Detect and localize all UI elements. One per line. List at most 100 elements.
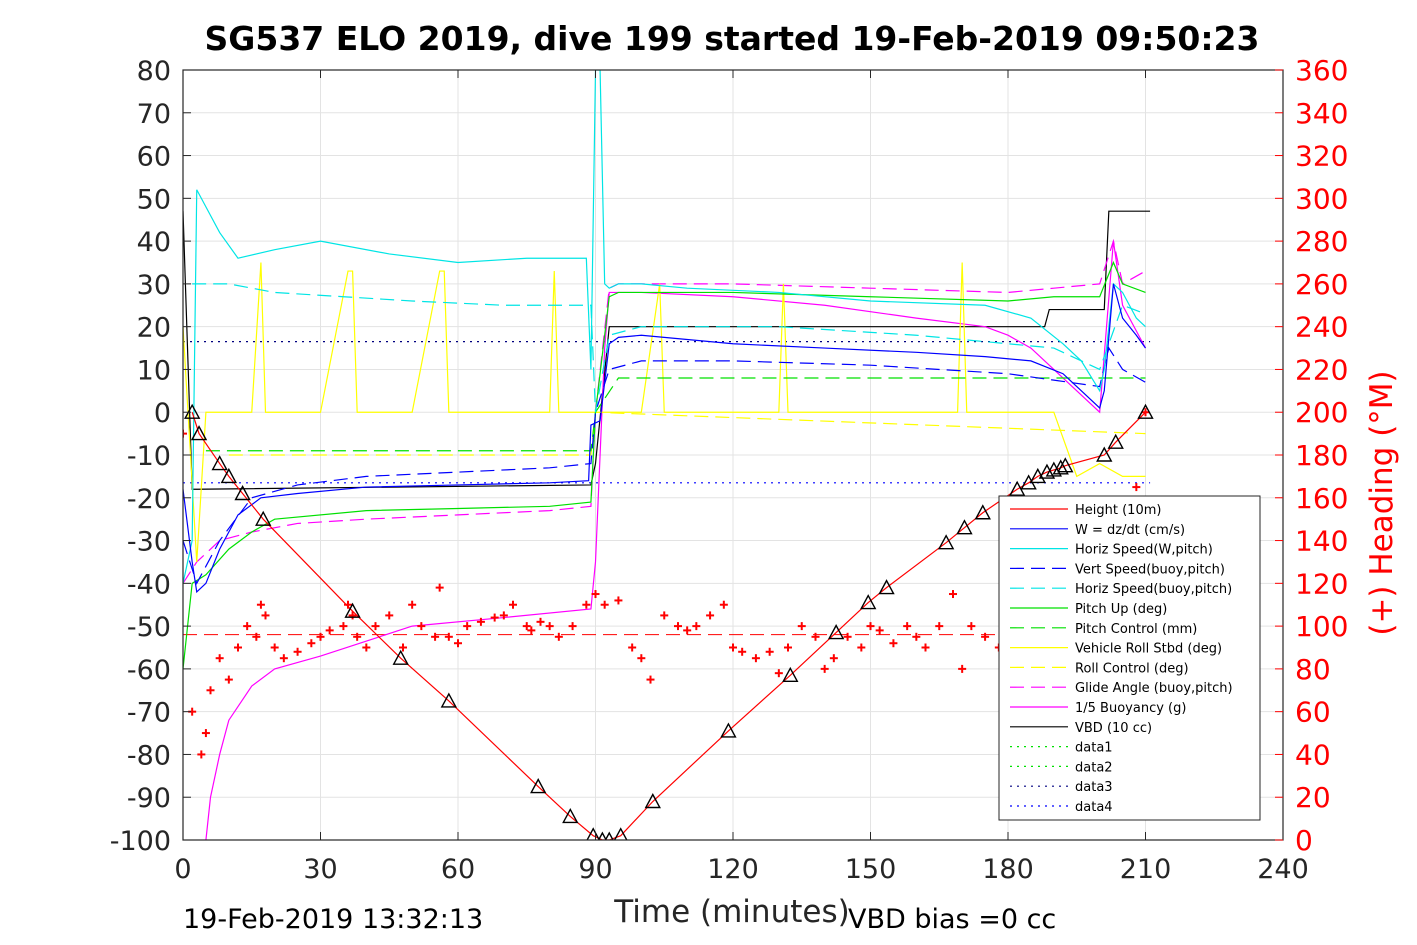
height-point-marker [1052,459,1069,475]
height-point-marker [562,807,579,824]
y-left-tick-label: 20 [137,313,171,344]
heading-point [201,729,210,738]
x-tick-label: 150 [845,854,897,885]
heading-point [307,639,316,648]
heading-point [270,643,279,652]
x-tick-label: 30 [303,854,337,885]
heading-point [866,622,875,631]
height-point-marker [878,579,895,595]
heading-point [554,632,563,641]
series-line-w-dz-dt-cm-s [183,283,1146,594]
heading-point [536,617,545,626]
heading-point [339,622,348,631]
legend-label: Height (10m) [1075,503,1161,518]
legend-label: Horiz Speed(W,pitch) [1075,543,1213,558]
heading-point [545,622,554,631]
heading-point [765,647,774,656]
series-line-vehicle-roll-stbd-deg [183,262,1146,562]
series-line-pitch-up-deg [183,260,1146,669]
y-left-tick-label: -10 [127,441,171,472]
height-point-marker [220,467,238,484]
heading-point [527,626,536,635]
x-tick-label: 0 [174,854,191,885]
heading-point [614,596,623,605]
y-right-tick-label: 360 [1295,54,1348,87]
y-right-tick-label: 140 [1295,525,1348,558]
height-point-marker [255,510,272,526]
height-point-marker [644,793,661,809]
legend-label: data3 [1075,780,1113,795]
heading-point [889,639,898,648]
y-right-tick-label: 0 [1295,824,1313,857]
y-left-tick-label: 70 [137,99,171,130]
heading-point [509,600,517,609]
heading-point [738,647,747,656]
series-line-vbd-10-cc [183,210,1151,490]
legend-label: Vehicle Roll Stbd (deg) [1075,642,1222,657]
heading-point [820,664,829,673]
series-line-horiz-speed-buoy-pitch [192,283,1146,413]
heading-point [417,622,426,631]
x-axis-label: Time (minutes) [613,894,849,930]
height-point-marker [440,692,458,708]
heading-point [637,654,646,663]
y-right-tick-label: 340 [1295,97,1348,130]
y-left-tick-label: 40 [137,227,171,258]
heading-point [293,647,302,656]
heading-point [719,600,728,609]
height-point-marker [1057,457,1074,473]
legend-label: data2 [1075,760,1113,775]
footer-vbd-bias: VBD bias =0 cc [848,904,1056,935]
heading-point [797,622,806,631]
legend-label: data1 [1075,741,1113,756]
y-right-tick-label: 240 [1295,311,1348,344]
heading-point [444,632,453,641]
y-right-axis-ticks: 3603403203002802602402202001801601401201… [1275,54,1348,857]
heading-point [234,643,242,652]
legend-label: Roll Control (deg) [1075,661,1189,676]
heading-point [316,632,325,641]
heading-point [183,429,187,438]
heading-point [600,600,609,609]
heading-point [683,626,692,635]
y-left-tick-label: -80 [127,740,171,771]
series-line-glide-angle-buoy-pitch [183,238,1146,584]
y-right-tick-label: 40 [1295,738,1331,771]
heading-point [591,590,600,599]
y-left-tick-label: 0 [154,398,171,429]
heading-point [843,632,852,641]
legend-label: Vert Speed(buoy,pitch) [1075,562,1225,577]
heading-point [261,611,270,620]
heading-point [224,675,233,684]
legend-label: VBD (10 cc) [1075,721,1152,736]
heading-point [279,654,288,663]
heading-point [921,643,930,652]
heading-point [399,643,407,652]
height-point-marker [860,594,877,610]
x-axis-ticks: 0 30 60 90 120 150 180 210 240 [174,70,1309,885]
y-right-tick-label: 120 [1295,567,1348,600]
legend-label: Horiz Speed(buoy,pitch) [1075,582,1232,597]
y-right-tick-label: 180 [1295,439,1348,472]
height-point-marker [974,504,991,520]
y-left-tick-label: -100 [110,826,171,857]
heading-point [660,611,669,620]
heading-point [949,590,957,599]
heading-point [348,611,357,620]
heading-point [243,622,252,631]
heading-point [935,622,944,631]
legend: Height (10m) W = dz/dt (cm/s) Horiz Speed(… [998,495,1261,821]
plot-lines [183,70,1154,840]
height-point-marker [530,778,547,794]
heading-point [646,675,655,684]
y-right-tick-label: 300 [1295,182,1348,215]
x-tick-label: 60 [441,854,475,885]
height-point-marker [613,827,628,840]
heading-point [362,643,371,652]
x-tick-label: 120 [707,854,759,885]
heading-point [903,622,912,631]
y-left-tick-label: -30 [127,527,171,558]
heading-point [568,622,577,631]
height-point-marker [956,519,973,535]
